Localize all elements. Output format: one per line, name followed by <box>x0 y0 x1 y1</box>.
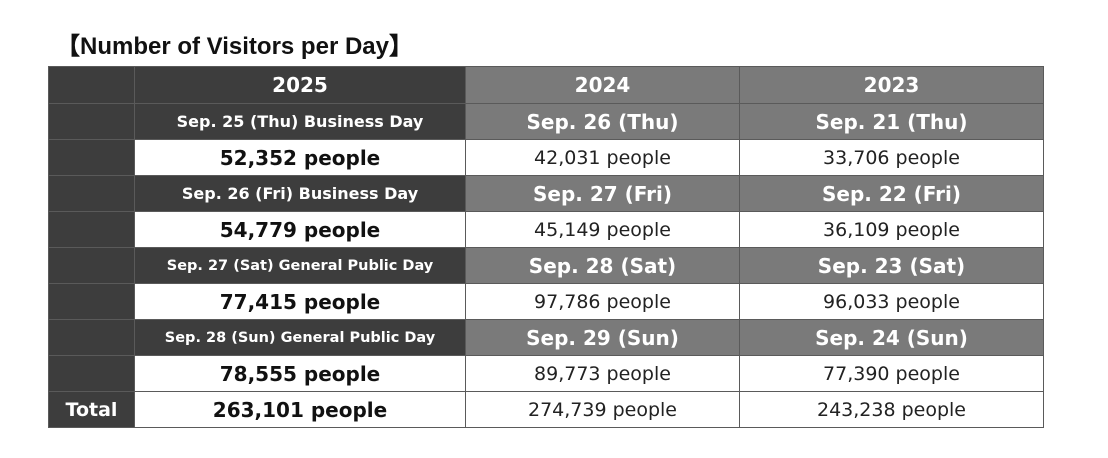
side-cell <box>48 103 135 140</box>
value-row: 54,779 people 45,149 people 36,109 peopl… <box>48 211 1044 248</box>
value-cell-2023: 96,033 people <box>739 283 1044 320</box>
date-cell-2023: Sep. 21 (Thu) <box>739 103 1044 140</box>
value-cell-2025: 78,555 people <box>134 355 466 392</box>
side-cell <box>48 175 135 212</box>
date-cell-2025: Sep. 28 (Sun) General Public Day <box>134 319 466 356</box>
date-row: Sep. 26 (Fri) Business Day Sep. 27 (Fri)… <box>48 175 1044 212</box>
total-label: Total <box>48 391 135 428</box>
date-cell-2025: Sep. 25 (Thu) Business Day <box>134 103 466 140</box>
value-cell-2024: 97,786 people <box>465 283 740 320</box>
date-cell-2024: Sep. 29 (Sun) <box>465 319 740 356</box>
side-cell <box>48 247 135 284</box>
value-cell-2025: 52,352 people <box>134 139 466 176</box>
total-row: Total 263,101 people 274,739 people 243,… <box>48 391 1044 428</box>
value-row: 52,352 people 42,031 people 33,706 peopl… <box>48 139 1044 176</box>
date-cell-2024: Sep. 28 (Sat) <box>465 247 740 284</box>
total-value-2025: 263,101 people <box>134 391 466 428</box>
value-cell-2025: 54,779 people <box>134 211 466 248</box>
value-cell-2024: 89,773 people <box>465 355 740 392</box>
visitors-table: 2025 2024 2023 Sep. 25 (Thu) Business Da… <box>48 66 1044 428</box>
side-cell <box>48 139 135 176</box>
year-header-2023: 2023 <box>739 66 1044 104</box>
date-cell-2023: Sep. 22 (Fri) <box>739 175 1044 212</box>
value-cell-2023: 36,109 people <box>739 211 1044 248</box>
side-cell <box>48 283 135 320</box>
date-cell-2025: Sep. 27 (Sat) General Public Day <box>134 247 466 284</box>
total-value-2023: 243,238 people <box>739 391 1044 428</box>
side-cell <box>48 319 135 356</box>
date-cell-2023: Sep. 23 (Sat) <box>739 247 1044 284</box>
side-cell <box>48 355 135 392</box>
date-row: Sep. 25 (Thu) Business Day Sep. 26 (Thu)… <box>48 103 1044 140</box>
total-value-2024: 274,739 people <box>465 391 740 428</box>
year-header-2024: 2024 <box>465 66 740 104</box>
side-cell <box>48 211 135 248</box>
page-title: 【Number of Visitors per Day】 <box>56 33 413 60</box>
value-cell-2023: 33,706 people <box>739 139 1044 176</box>
value-row: 78,555 people 89,773 people 77,390 peopl… <box>48 355 1044 392</box>
date-cell-2024: Sep. 26 (Thu) <box>465 103 740 140</box>
corner-cell <box>48 66 135 104</box>
date-cell-2023: Sep. 24 (Sun) <box>739 319 1044 356</box>
date-cell-2024: Sep. 27 (Fri) <box>465 175 740 212</box>
year-header-row: 2025 2024 2023 <box>48 66 1044 104</box>
value-cell-2024: 42,031 people <box>465 139 740 176</box>
date-row: Sep. 28 (Sun) General Public Day Sep. 29… <box>48 319 1044 356</box>
year-header-2025: 2025 <box>134 66 466 104</box>
date-row: Sep. 27 (Sat) General Public Day Sep. 28… <box>48 247 1044 284</box>
value-cell-2023: 77,390 people <box>739 355 1044 392</box>
value-row: 77,415 people 97,786 people 96,033 peopl… <box>48 283 1044 320</box>
value-cell-2025: 77,415 people <box>134 283 466 320</box>
value-cell-2024: 45,149 people <box>465 211 740 248</box>
date-cell-2025: Sep. 26 (Fri) Business Day <box>134 175 466 212</box>
